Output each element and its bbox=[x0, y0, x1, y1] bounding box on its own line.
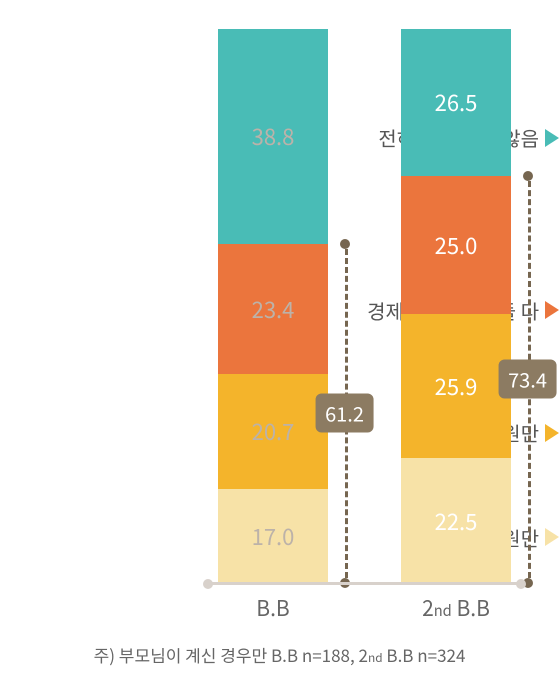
baseline-dot-left bbox=[203, 579, 213, 589]
segment-life: 20.7 bbox=[218, 374, 328, 489]
footnote: 주) 부모님이 계신 경우만 B.B n=188, 2nd B.B n=324 bbox=[0, 642, 559, 667]
segment-both: 25.0 bbox=[401, 176, 511, 315]
segment-life: 25.9 bbox=[401, 314, 511, 458]
bracket-value: 61.2 bbox=[315, 394, 374, 433]
triangle-marker-icon bbox=[545, 129, 559, 147]
segment-none: 38.8 bbox=[218, 29, 328, 244]
chart-area: 전혀 하고 있지 않음경제·생활 지원 둘 다생활 지원만경제 지원만 38.8… bbox=[0, 30, 559, 610]
sum-bracket: 61.2 bbox=[343, 244, 346, 583]
bars-plot: 38.823.420.717.0B.B61.226.525.025.922.52… bbox=[215, 30, 545, 585]
sum-bracket: 73.4 bbox=[526, 176, 529, 583]
baseline-dot-right bbox=[516, 579, 526, 589]
x-axis-baseline bbox=[208, 582, 521, 585]
bracket-cap-top bbox=[340, 239, 350, 249]
bracket-cap-top bbox=[523, 171, 533, 181]
triangle-marker-icon bbox=[545, 528, 559, 546]
x-axis-label: B.B bbox=[218, 583, 328, 623]
triangle-marker-icon bbox=[545, 301, 559, 319]
bar-B.B: 38.823.420.717.0B.B bbox=[218, 29, 328, 583]
triangle-marker-icon bbox=[545, 424, 559, 442]
x-axis-label: 2nd B.B bbox=[401, 583, 511, 623]
segment-none: 26.5 bbox=[401, 29, 511, 176]
segment-econ: 22.5 bbox=[401, 458, 511, 583]
segment-both: 23.4 bbox=[218, 244, 328, 374]
segment-econ: 17.0 bbox=[218, 489, 328, 583]
bracket-value: 73.4 bbox=[498, 360, 557, 399]
bar-2nd B.B: 26.525.025.922.52nd B.B bbox=[401, 29, 511, 583]
